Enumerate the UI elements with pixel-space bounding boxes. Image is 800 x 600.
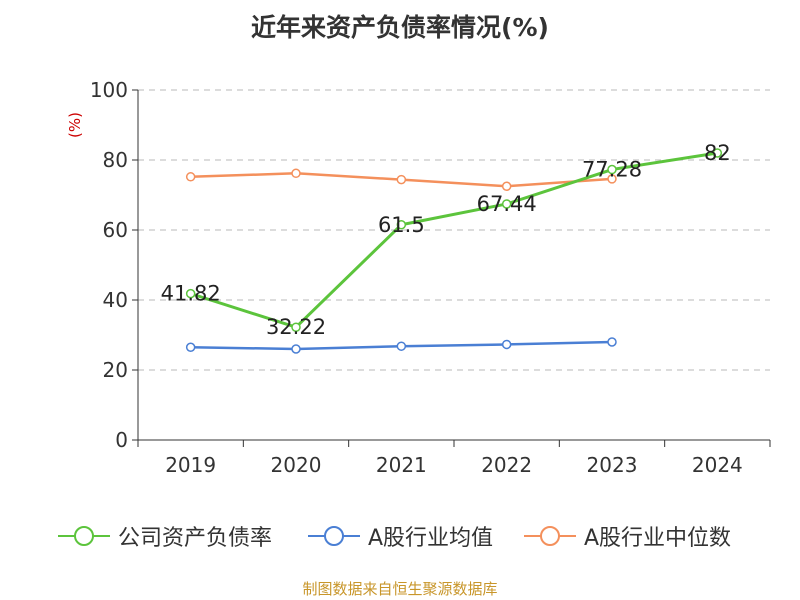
data-label-2019: 41.82: [161, 282, 221, 306]
point-company-2022: [501, 199, 512, 209]
y-tick-label-20: 20: [103, 358, 128, 382]
point-industry-median-2019: [185, 172, 196, 182]
y-tick-label-60: 60: [103, 218, 128, 242]
point-company-2020: [291, 322, 301, 332]
legend-marker-industry-median: [524, 526, 576, 546]
legend-label-industry-avg: A股行业均值: [368, 526, 494, 551]
point-company-2023: [607, 164, 617, 175]
x-tick-label-2023: 2023: [587, 453, 638, 477]
series-line-company: [190, 151, 718, 329]
source-note: 制图数据来自恒生聚源数据库: [302, 580, 498, 598]
y-tick-label-0: 0: [115, 428, 128, 452]
legend: 公司资产负债率 A股行业均值 A股行业中位数: [0, 518, 800, 554]
point-industry-avg-2023: [607, 337, 617, 347]
x-tick-label-2020: 2020: [271, 453, 322, 477]
grid-lines: [138, 89, 770, 371]
data-label-2020: 32.22: [266, 315, 326, 339]
series-points: [185, 148, 723, 354]
legend-label-company: 公司资产负债率: [118, 526, 273, 551]
data-label-2022: 67.44: [477, 192, 537, 216]
point-industry-avg-2022: [501, 339, 512, 350]
x-tick-label-2022: 2022: [481, 453, 532, 477]
x-tick-label-2019: 2019: [165, 453, 216, 477]
point-company-2021: [396, 220, 407, 230]
y-axis-label: (%): [66, 112, 84, 138]
y-tick-label-80: 80: [103, 148, 128, 172]
legend-item-industry-avg[interactable]: A股行业均值: [306, 518, 493, 554]
legend-item-company[interactable]: 公司资产负债率: [56, 518, 272, 554]
y-tick-label-100: 100: [90, 78, 128, 102]
x-tick-label-2021: 2021: [376, 453, 427, 477]
legend-label-industry-median: A股行业中位数: [584, 526, 732, 551]
axes: 0 20 40 60 80 100 (%) 2019 2020 2021 2022 2023 2024: [66, 78, 771, 477]
legend-item-industry-median[interactable]: A股行业中位数: [522, 518, 731, 554]
x-tick-label-2024: 2024: [692, 453, 743, 477]
point-industry-avg-2019: [185, 342, 196, 352]
chart-title: 近年来资产负债率情况(%): [251, 13, 549, 42]
data-label-2023: 77.28: [582, 158, 642, 182]
point-industry-median-2023: [607, 174, 617, 184]
point-industry-median-2022: [501, 181, 512, 191]
point-industry-median-2020: [291, 168, 301, 179]
legend-marker-industry-avg: [308, 526, 360, 546]
data-labels: 41.82 32.22 61.5 67.44 77.28 82: [161, 141, 731, 339]
point-industry-avg-2020: [291, 344, 301, 354]
point-industry-median-2021: [396, 174, 407, 185]
point-company-2019: [185, 288, 196, 299]
point-company-2024: [712, 148, 723, 158]
data-label-2024: 82: [704, 141, 731, 165]
legend-marker-company: [58, 526, 110, 546]
y-tick-label-40: 40: [103, 288, 128, 312]
point-industry-avg-2021: [396, 341, 407, 351]
data-label-2021: 61.5: [378, 213, 425, 237]
